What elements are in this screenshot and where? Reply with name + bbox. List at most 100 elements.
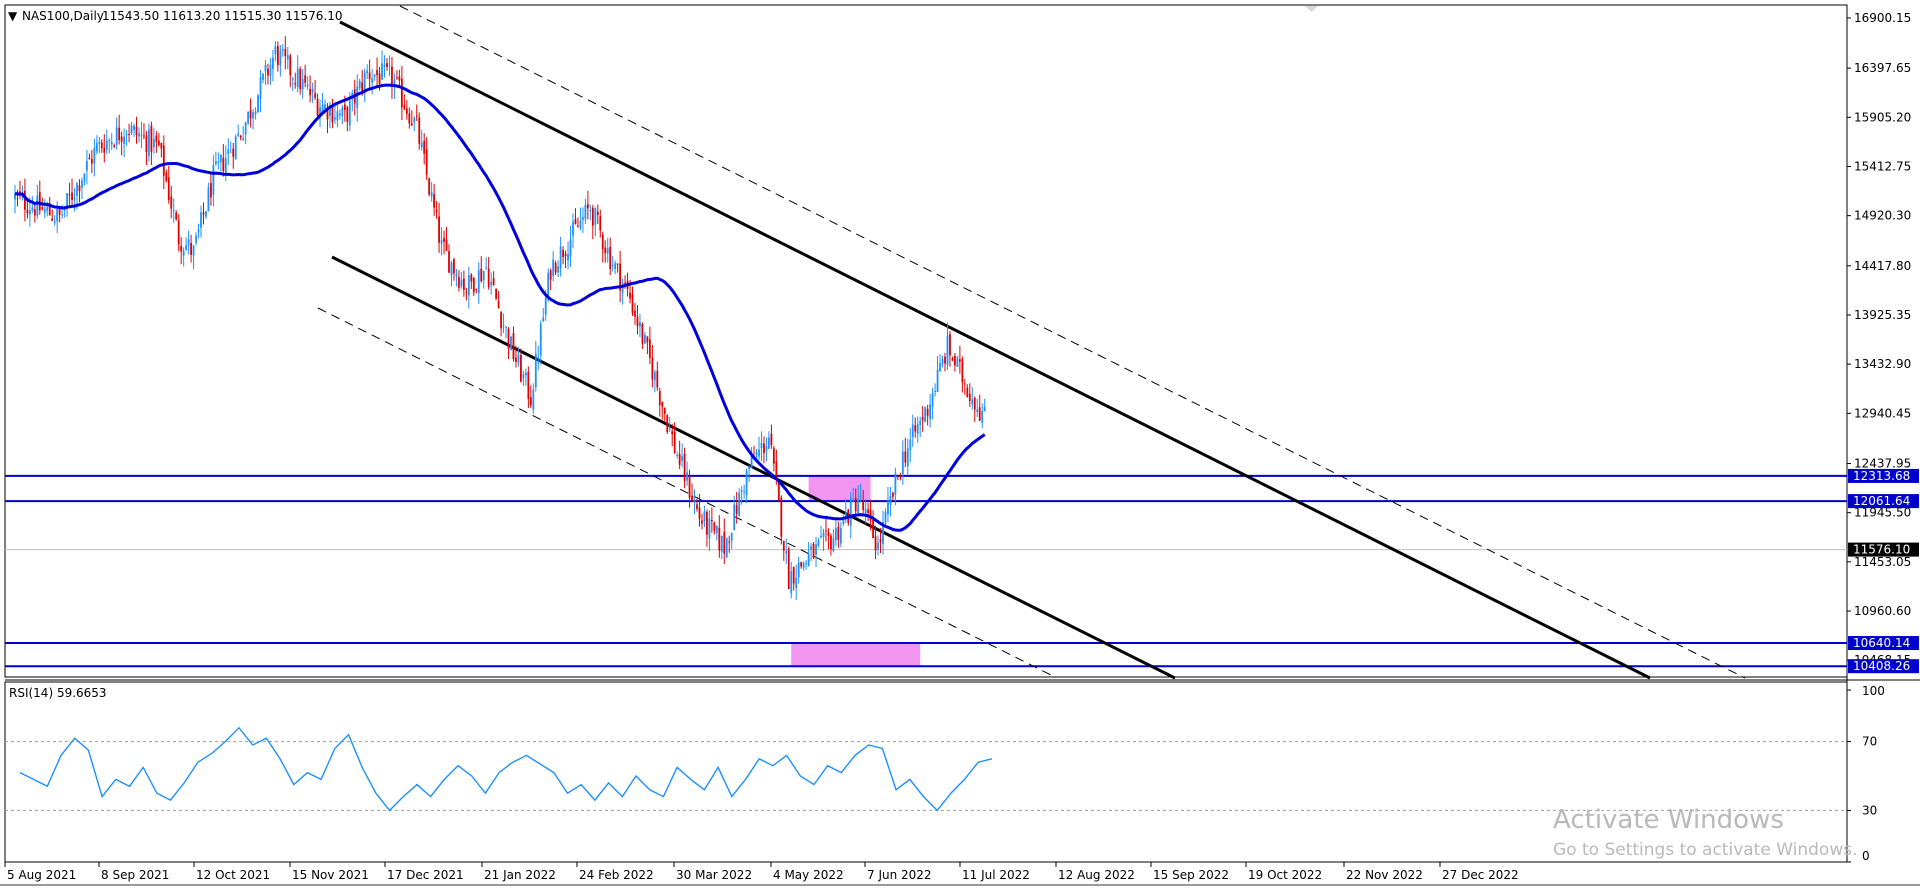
candle-body xyxy=(381,63,383,80)
candle-body xyxy=(71,192,73,201)
candle-body xyxy=(78,185,81,192)
candle-body xyxy=(314,93,316,98)
candle-body xyxy=(507,328,510,349)
candle-body xyxy=(780,497,783,537)
candle-body xyxy=(574,219,577,224)
candle-body xyxy=(465,292,468,294)
price-tick-label: 13432.90 xyxy=(1854,357,1911,371)
candle-body xyxy=(244,122,247,135)
candle-body xyxy=(926,408,929,416)
candle-body xyxy=(495,288,498,299)
candle-body xyxy=(505,326,507,328)
candle-body xyxy=(815,544,817,555)
rsi-tick-label: 0 xyxy=(1862,849,1870,863)
candle-body xyxy=(222,157,225,171)
candle-body xyxy=(683,453,686,481)
candle-body xyxy=(83,173,86,182)
horizontal-levels xyxy=(5,474,1847,668)
time-tick-label: 4 May 2022 xyxy=(773,868,844,882)
candle-body xyxy=(961,358,964,383)
candle-body xyxy=(95,143,98,152)
candle-body xyxy=(254,111,257,115)
candle-body xyxy=(844,512,847,519)
collapse-triangle-icon[interactable]: ▼ xyxy=(8,9,18,23)
candle-body xyxy=(410,123,413,126)
level-tag-label: 12313.68 xyxy=(1853,469,1910,483)
candle-body xyxy=(963,383,966,385)
candle-body xyxy=(227,149,230,155)
candle-body xyxy=(515,357,517,362)
candle-body xyxy=(485,267,488,269)
rsi-frame xyxy=(4,681,1848,863)
candle-body xyxy=(341,107,344,117)
time-tick-label: 12 Oct 2021 xyxy=(196,868,270,882)
candle-body xyxy=(899,476,902,478)
candle-body xyxy=(539,323,542,356)
candle-body xyxy=(730,532,733,541)
candle-body xyxy=(289,55,292,76)
candlesticks xyxy=(14,36,986,600)
candle-body xyxy=(653,372,656,381)
candle-body xyxy=(338,113,341,116)
candle-body xyxy=(438,216,440,243)
candle-body xyxy=(740,490,743,492)
candle-body xyxy=(510,336,512,351)
candle-body xyxy=(901,451,904,475)
candle-body xyxy=(172,209,175,212)
candle-body xyxy=(63,208,66,211)
candle-body xyxy=(391,66,393,86)
level-tag-label: 10640.14 xyxy=(1853,636,1910,650)
candle-body xyxy=(656,370,659,388)
candle-body xyxy=(906,448,909,467)
candle-body xyxy=(733,504,736,531)
candle-body xyxy=(475,288,478,290)
candle-body xyxy=(400,78,403,108)
candle-body xyxy=(951,358,954,360)
price-axis: 16900.15 16397.65 15905.20 15412.75 14920.30… xyxy=(1847,11,1911,667)
candle-body xyxy=(572,221,574,236)
candle-body xyxy=(834,528,837,541)
candle-body xyxy=(51,218,54,221)
time-tick-label: 19 Oct 2022 xyxy=(1248,868,1322,882)
candle-body xyxy=(629,292,631,299)
candle-body xyxy=(966,387,969,397)
candle-body xyxy=(86,161,88,171)
candle-body xyxy=(666,415,669,432)
candle-body xyxy=(663,407,666,415)
time-tick-label: 12 Aug 2022 xyxy=(1058,868,1135,882)
candle-body xyxy=(150,125,153,152)
candle-body xyxy=(713,522,716,531)
candle-body xyxy=(182,250,185,256)
candle-body xyxy=(909,439,912,450)
candle-body xyxy=(304,75,307,83)
candle-body xyxy=(291,78,294,80)
candle-body xyxy=(547,272,550,300)
candle-body xyxy=(423,140,426,154)
level-tag-bg xyxy=(1848,494,1919,509)
candle-body xyxy=(976,409,979,412)
candle-body xyxy=(554,263,557,273)
candle-body xyxy=(113,145,116,147)
candle-body xyxy=(750,455,753,469)
candle-body xyxy=(175,212,178,220)
candle-body xyxy=(148,129,150,157)
price-tick-label: 10960.60 xyxy=(1854,604,1911,618)
candle-body xyxy=(190,243,192,255)
candle-body xyxy=(386,63,388,67)
candle-body xyxy=(822,532,825,538)
shift-marker-icon[interactable] xyxy=(1305,6,1318,12)
candle-body xyxy=(715,526,718,534)
candle-body xyxy=(480,268,483,282)
candle-body xyxy=(549,270,552,280)
candle-body xyxy=(520,355,522,382)
candle-body xyxy=(839,527,842,544)
candle-body xyxy=(321,104,324,113)
candle-body xyxy=(557,266,560,273)
moving-average xyxy=(14,83,986,532)
candle-body xyxy=(262,73,264,80)
candle-body xyxy=(105,140,108,150)
candle-body xyxy=(609,246,612,270)
candle-body xyxy=(448,251,450,273)
